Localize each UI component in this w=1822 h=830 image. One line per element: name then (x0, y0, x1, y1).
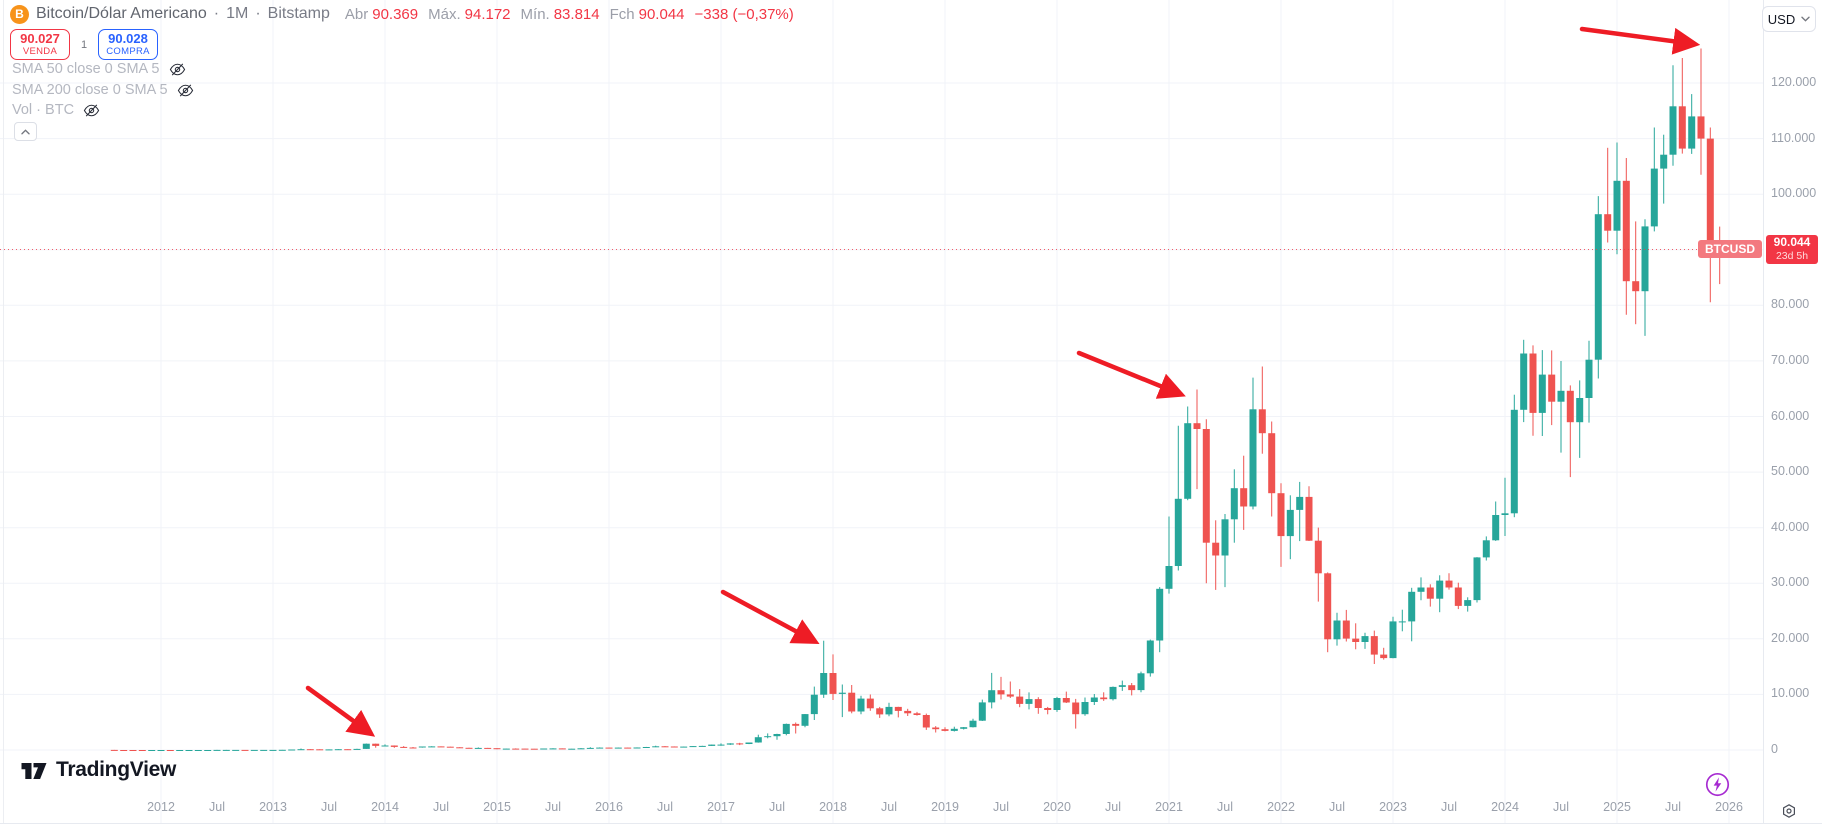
price-tick-label: 30.000 (1771, 575, 1810, 590)
high-label: Máx. (428, 5, 461, 23)
lightning-icon (1705, 772, 1730, 797)
time-tick-year: 2023 (1379, 800, 1407, 814)
symbol-title[interactable]: Bitcoin/Dólar Americano (36, 5, 207, 22)
tradingview-logo[interactable]: TradingView (20, 758, 176, 782)
time-tick-year: 2014 (371, 800, 399, 814)
time-tick-jul: Jul (1329, 800, 1345, 814)
gear-icon[interactable] (1781, 803, 1797, 824)
low-label: Mín. (520, 5, 550, 23)
time-tick-year: 2017 (707, 800, 735, 814)
change-value: −338 (−0,37%) (694, 5, 794, 23)
buy-price: 90.028 (108, 31, 148, 46)
flash-button[interactable] (1705, 772, 1730, 802)
chevron-up-icon (21, 128, 30, 134)
currency-selector[interactable]: USD (1762, 6, 1816, 32)
close-label: Fch (609, 5, 635, 23)
time-tick-year: 2026 (1715, 800, 1743, 814)
bar-countdown: 23d 5h (1775, 250, 1809, 262)
chevron-down-icon (1801, 16, 1810, 22)
high-value: 94.172 (464, 5, 511, 23)
price-tick-label: 40.000 (1771, 519, 1810, 534)
time-tick-year: 2016 (595, 800, 623, 814)
price-tick-label: 110.000 (1771, 130, 1816, 145)
time-tick-jul: Jul (209, 800, 225, 814)
eye-hidden-icon[interactable] (177, 83, 194, 98)
time-tick-year: 2025 (1603, 800, 1631, 814)
indicator-label: SMA 50 close 0 SMA 5 (12, 61, 160, 77)
time-tick-jul: Jul (545, 800, 561, 814)
last-price-value: 90.044 (1773, 235, 1811, 249)
grid (0, 0, 1763, 823)
time-tick-jul: Jul (1105, 800, 1121, 814)
price-tick-label: 10.000 (1771, 686, 1810, 701)
price-tick-label: 80.000 (1771, 297, 1810, 312)
open-value: 90.369 (372, 5, 419, 23)
indicator-label: SMA 200 close 0 SMA 5 (12, 82, 168, 98)
indicator-label: Vol · BTC (12, 102, 75, 118)
candles (110, 48, 1724, 751)
time-tick-jul: Jul (321, 800, 337, 814)
trade-buttons: 90.027 VENDA 1 90.028 COMPRA (10, 29, 158, 60)
symbol-header: B Bitcoin/Dólar Americano · 1M · Bitstam… (10, 3, 794, 25)
time-tick-jul: Jul (1217, 800, 1233, 814)
legend-collapse-button[interactable] (14, 122, 37, 141)
exchange-name[interactable]: Bitstamp (267, 5, 330, 22)
open-label: Abr (344, 5, 369, 23)
price-line-symbol-tag: BTCUSD (1698, 240, 1762, 258)
price-tick-label: 60.000 (1771, 408, 1810, 423)
time-tick-jul: Jul (1553, 800, 1569, 814)
indicator-row-sma200[interactable]: SMA 200 close 0 SMA 5 (12, 82, 194, 98)
spread-value: 1 (80, 38, 88, 51)
price-tick-label: 0 (1771, 742, 1778, 756)
buy-label: COMPRA (106, 46, 150, 57)
sell-price: 90.027 (20, 31, 60, 46)
price-tick-label: 120.000 (1771, 75, 1817, 89)
low-value: 83.814 (553, 5, 600, 23)
tradingview-logo-text: TradingView (56, 758, 177, 781)
eye-hidden-icon[interactable] (169, 62, 186, 77)
time-tick-year: 2013 (259, 800, 287, 814)
bitcoin-icon: B (10, 4, 29, 24)
sell-label: VENDA (22, 46, 58, 57)
time-tick-year: 2021 (1155, 800, 1183, 814)
time-tick-year: 2022 (1267, 800, 1295, 814)
ohlc-readout: Abr 90.369 Máx. 94.172 Mín. 83.814 Fch 9… (345, 6, 794, 23)
time-tick-year: 2018 (819, 800, 847, 814)
interval-value[interactable]: 1M (226, 5, 249, 22)
time-tick-year: 2019 (931, 800, 959, 814)
tradingview-mark-icon (21, 763, 47, 779)
sell-button[interactable]: 90.027 VENDA (10, 29, 70, 60)
time-tick-year: 2012 (147, 800, 175, 814)
currency-value: USD (1767, 11, 1796, 27)
time-tick-year: 2015 (483, 800, 511, 814)
time-tick-year: 2024 (1491, 800, 1519, 814)
time-tick-jul: Jul (433, 800, 449, 814)
indicator-row-volume[interactable]: Vol · BTC (12, 102, 100, 118)
buy-button[interactable]: 90.028 COMPRA (98, 29, 158, 60)
time-tick-year: 2020 (1043, 800, 1071, 814)
separator-dot: · (213, 5, 220, 22)
time-tick-jul: Jul (993, 800, 1009, 814)
price-tick-label: 100.000 (1771, 186, 1817, 201)
price-tick-label: 70.000 (1771, 352, 1810, 367)
price-tick-label: 50.000 (1771, 464, 1810, 479)
time-tick-jul: Jul (1441, 800, 1457, 814)
time-axis-divider (0, 823, 1822, 824)
time-tick-jul: Jul (881, 800, 897, 814)
time-tick-jul: Jul (657, 800, 673, 814)
indicator-row-sma50[interactable]: SMA 50 close 0 SMA 5 (12, 61, 186, 77)
arrow-annotations[interactable] (305, 26, 1701, 737)
eye-hidden-icon[interactable] (83, 103, 100, 118)
last-price-tag: 90.044 23d 5h (1766, 235, 1818, 264)
time-tick-jul: Jul (1665, 800, 1681, 814)
left-border (3, 0, 4, 823)
separator-dot: · (255, 5, 261, 22)
price-tick-label: 20.000 (1771, 630, 1810, 645)
time-tick-jul: Jul (769, 800, 785, 814)
price-axis-divider (1763, 0, 1764, 823)
close-value: 90.044 (638, 5, 685, 23)
